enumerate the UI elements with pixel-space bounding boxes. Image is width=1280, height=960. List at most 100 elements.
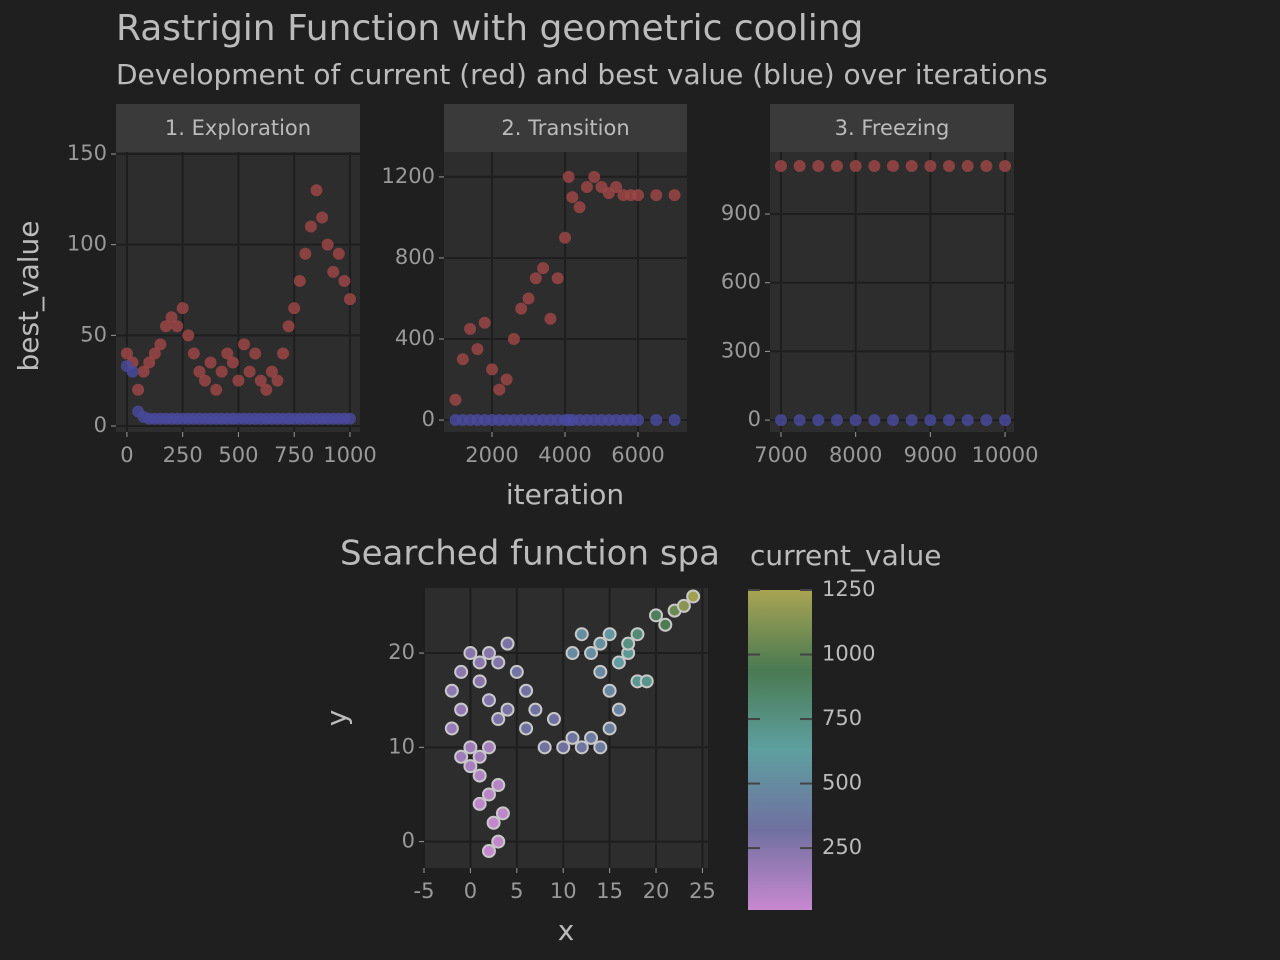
point (650, 189, 663, 202)
point (887, 159, 900, 172)
x-tick-label: 500 (218, 443, 258, 467)
point (519, 721, 534, 736)
y-tick-label: 0 (402, 829, 415, 853)
point (486, 815, 501, 830)
y-tick-label: 900 (721, 201, 761, 225)
point (444, 683, 459, 698)
point (481, 740, 496, 755)
y-tick-label: 600 (721, 270, 761, 294)
point (774, 159, 787, 172)
point (565, 646, 580, 661)
point (793, 159, 806, 172)
point (463, 759, 478, 774)
facet-strip (116, 104, 360, 152)
legend-label: 250 (822, 835, 862, 859)
x-tick-label: 1000 (323, 443, 376, 467)
y-tick-label: 10 (388, 734, 415, 758)
point (456, 353, 469, 366)
point (481, 646, 496, 661)
facet-label: 1. Exploration (165, 116, 311, 140)
point (849, 414, 862, 427)
point (316, 211, 329, 224)
y-tick-label: 800 (395, 245, 435, 269)
point (544, 312, 557, 325)
point (602, 627, 617, 642)
point (472, 674, 487, 689)
point (491, 834, 506, 849)
point (593, 664, 608, 679)
point (471, 343, 484, 356)
point (868, 159, 881, 172)
point (980, 414, 993, 427)
point (254, 374, 267, 387)
point (650, 414, 663, 427)
point (551, 272, 564, 285)
legend-label: 750 (822, 706, 862, 730)
legend-label: 1250 (822, 577, 875, 601)
point (509, 664, 524, 679)
point (327, 265, 340, 278)
point (215, 365, 228, 378)
point (299, 247, 312, 260)
point (566, 191, 579, 204)
point (304, 220, 317, 233)
point (500, 636, 515, 651)
point (774, 414, 787, 427)
point (193, 365, 206, 378)
x-tick-label: 2000 (465, 443, 518, 467)
x-tick-label: 4000 (538, 443, 591, 467)
point (961, 414, 974, 427)
y-axis-label: best_value (12, 220, 45, 371)
legend-label: 500 (822, 771, 862, 795)
point (444, 721, 459, 736)
point (562, 170, 575, 183)
point (868, 414, 881, 427)
point (522, 292, 535, 305)
y-tick-label: 0 (94, 413, 107, 437)
point (632, 414, 645, 427)
x-tick-label: 250 (163, 443, 203, 467)
point (584, 646, 599, 661)
point (905, 159, 918, 172)
point (491, 655, 506, 670)
point (210, 383, 223, 396)
facet-strip (444, 104, 687, 152)
x-axis-label: x (558, 914, 575, 947)
subtitle: Development of current (red) and best va… (116, 58, 1048, 91)
point (265, 365, 278, 378)
point (924, 159, 937, 172)
point (288, 302, 301, 315)
point (271, 374, 284, 387)
point (611, 702, 626, 717)
point (676, 598, 691, 613)
x-tick-label: 6000 (611, 443, 664, 467)
point (573, 201, 586, 214)
panel (770, 152, 1014, 432)
legend-label: 1000 (822, 642, 875, 666)
point (332, 247, 345, 260)
point (472, 796, 487, 811)
point (610, 181, 623, 194)
point (500, 702, 515, 717)
point (171, 320, 184, 333)
point (463, 740, 478, 755)
point (472, 768, 487, 783)
point (546, 712, 561, 727)
x-tick-label: 20 (643, 879, 670, 903)
title: Rastrigin Function with geometric coolin… (116, 8, 863, 49)
point (126, 365, 139, 378)
point (293, 274, 306, 287)
x-axis-label: iteration (506, 478, 624, 511)
point (221, 347, 234, 360)
y-axis-label: y (320, 710, 353, 727)
point (478, 316, 491, 329)
x-tick-label: 5 (510, 879, 523, 903)
point (658, 617, 673, 632)
point (232, 374, 245, 387)
point (924, 414, 937, 427)
point (574, 627, 589, 642)
point (611, 655, 626, 670)
x-tick-label: 10 (550, 879, 577, 903)
y-tick-label: 1200 (382, 164, 435, 188)
